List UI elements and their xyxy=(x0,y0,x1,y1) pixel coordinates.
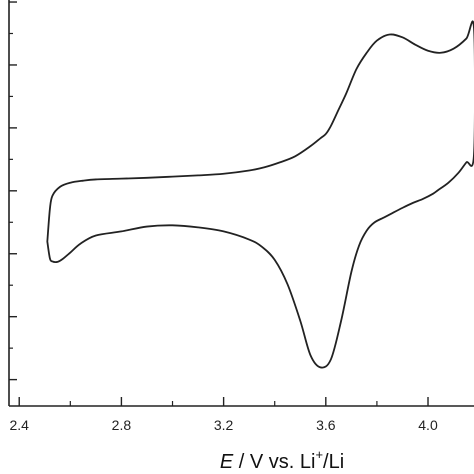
x-tick-label: 2.8 xyxy=(112,417,132,433)
x-tick-label: 2.4 xyxy=(9,417,29,433)
x-axis-label-italic: E xyxy=(220,451,234,473)
x-tick-label: 3.2 xyxy=(214,417,234,433)
x-axis-label-text-2: /Li xyxy=(323,451,344,473)
cv-curve-series xyxy=(46,20,474,369)
x-tick-label: 3.6 xyxy=(316,417,336,433)
x-axis-label-superscript: + xyxy=(315,447,323,462)
x-axis-ticks xyxy=(18,397,429,406)
x-tick-label: 4.0 xyxy=(418,417,438,433)
x-axis-label: E / V vs. Li+/Li xyxy=(220,447,344,473)
plot-area: 2.4 2.8 3.2 3.6 4.0 xyxy=(8,0,474,433)
x-axis-tick-labels: 2.4 2.8 3.2 3.6 4.0 xyxy=(9,417,437,433)
x-axis-label-text: / V vs. Li xyxy=(233,451,315,473)
y-axis-ticks xyxy=(9,1,17,381)
